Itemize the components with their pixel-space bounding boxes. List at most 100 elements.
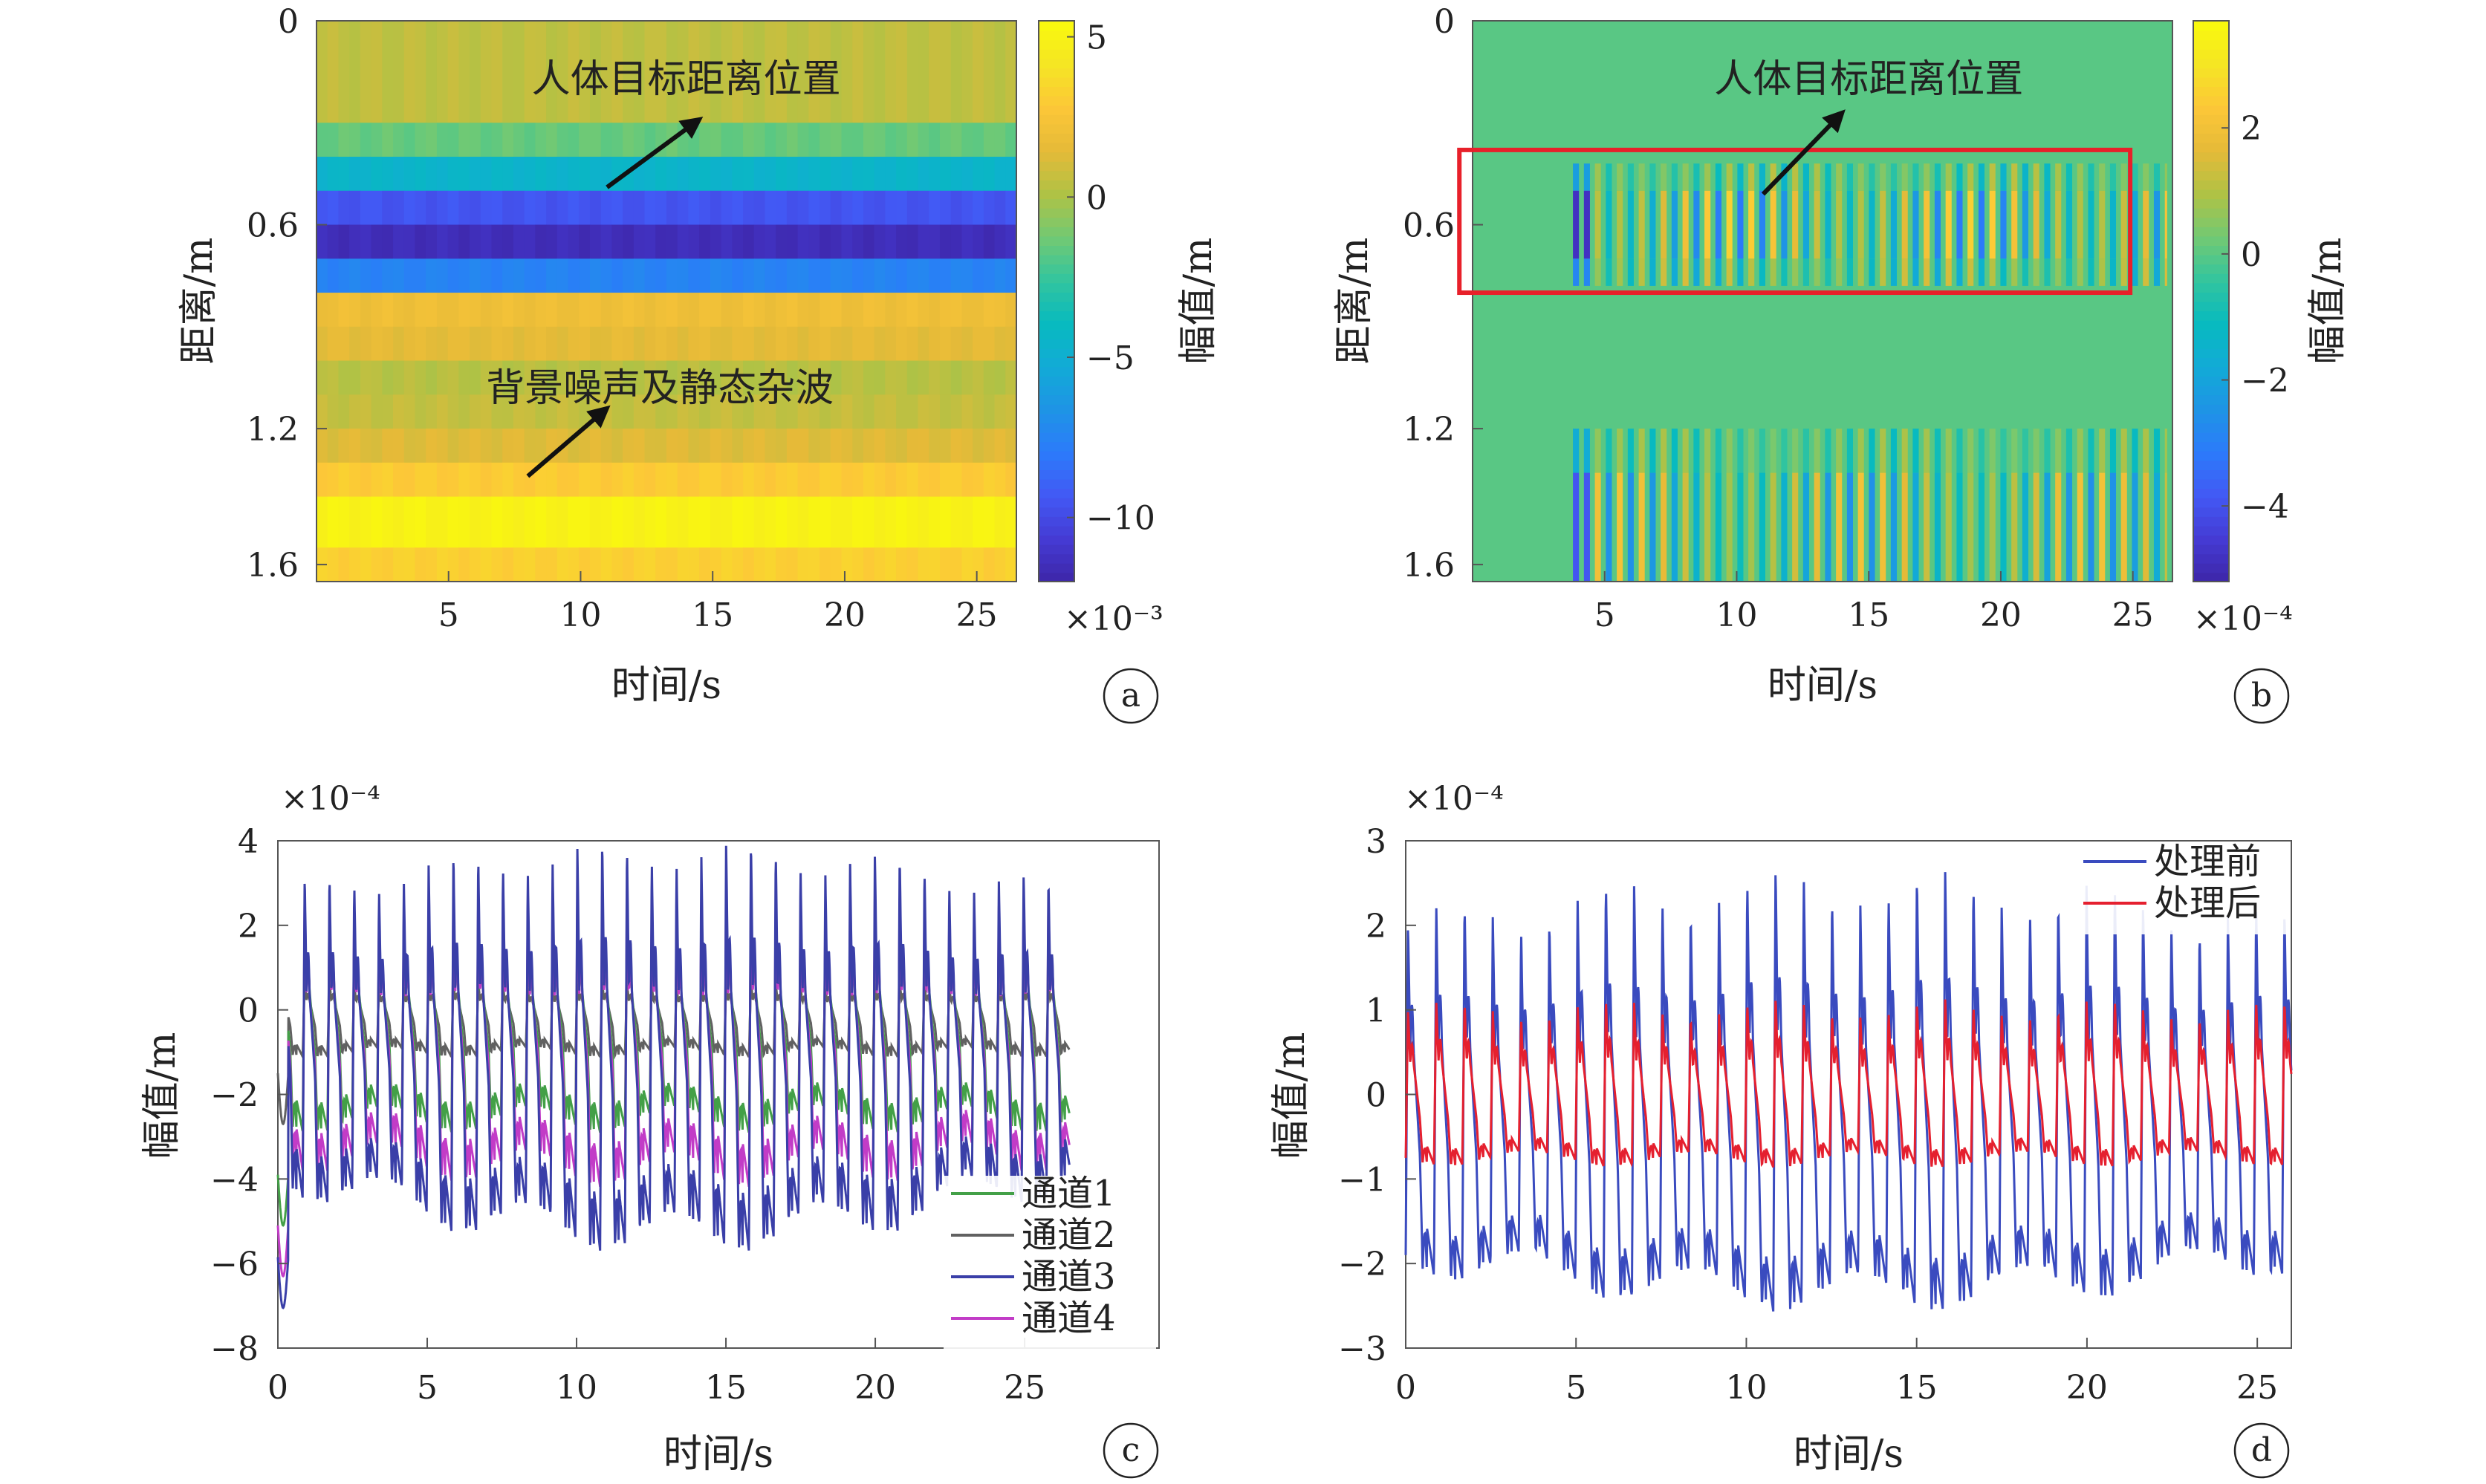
heatmap-cell: [382, 326, 394, 362]
heatmap-cell: [896, 21, 908, 123]
heatmap-cell: [491, 496, 503, 548]
x-tick-label: 10: [556, 1369, 597, 1407]
heatmap-stripe: [1638, 190, 1645, 259]
series-lines-c: [276, 845, 1071, 1309]
heatmap-cell: [644, 360, 656, 395]
heatmap-stripe: [1661, 190, 1667, 259]
heatmap-cell: [820, 429, 831, 463]
heatmap-cell: [1005, 123, 1017, 157]
heatmap-cell: [502, 21, 514, 123]
series-line: [1404, 999, 2293, 1168]
heatmap-cell: [426, 429, 438, 463]
colorbar-label-b: 幅值/m: [2305, 238, 2350, 365]
heatmap-cell: [885, 258, 897, 293]
heatmap-cell: [403, 157, 416, 192]
heatmap-cell: [666, 258, 678, 293]
heatmap-cell: [415, 224, 426, 259]
heatmap-stripe: [1880, 163, 1886, 191]
heatmap-cell: [830, 157, 843, 192]
heatmap-cell: [765, 258, 776, 293]
heatmap-cell: [874, 462, 886, 498]
heatmap-cell: [677, 190, 689, 226]
heatmap-stripe: [1638, 429, 1645, 473]
colorbar-swatch: [2193, 133, 2229, 143]
heatmap-cell: [994, 224, 1006, 259]
heatmap-cell: [611, 123, 623, 157]
heatmap-stripe: [1638, 472, 1645, 582]
heatmap-cell: [776, 258, 788, 293]
colorbar-swatch: [1039, 535, 1074, 545]
y-tick-label: 1.6: [247, 547, 299, 585]
heatmap-cell: [317, 462, 328, 498]
heatmap-stripe: [1671, 429, 1678, 473]
heatmap-cell: [623, 21, 635, 123]
heatmap-cell: [688, 360, 700, 395]
colorbar-swatch: [2193, 403, 2229, 414]
heatmap-cell: [623, 462, 635, 498]
heatmap-cell: [589, 326, 602, 362]
x-tick-label: 5: [1594, 596, 1615, 634]
heatmap-cell: [896, 429, 908, 463]
heatmap-cell: [973, 258, 984, 293]
heatmap-cell: [983, 293, 996, 328]
heatmap-cell: [535, 157, 547, 192]
y-tick-label: −1: [1338, 1161, 1386, 1199]
heatmap-cell: [906, 21, 919, 123]
heatmap-cell: [546, 547, 558, 582]
heatmap-cell: [688, 462, 700, 498]
heatmap-cell: [447, 394, 459, 429]
heatmap-cell: [721, 360, 733, 395]
heatmap-stripe: [1825, 258, 1831, 286]
heatmap-cell: [568, 394, 580, 429]
heatmap-cell: [480, 123, 493, 157]
annotation-text: 人体目标距离位置: [532, 57, 841, 102]
heatmap-cell: [874, 429, 886, 463]
heatmap-cell: [644, 429, 656, 463]
heatmap-cell: [786, 360, 799, 395]
heatmap-cell: [939, 462, 952, 498]
heatmap-cell: [961, 360, 973, 395]
heatmap-stripe: [2033, 190, 2039, 259]
heatmap-cell: [623, 224, 635, 259]
heatmap-cell: [502, 258, 514, 293]
heatmap-stripe: [1759, 472, 1765, 582]
heatmap-cell: [349, 547, 361, 582]
heatmap-cell: [906, 547, 919, 582]
heatmap-cell: [447, 190, 459, 226]
heatmap-cell: [327, 360, 340, 395]
heatmap-cell: [1005, 21, 1017, 123]
heatmap-cell: [535, 293, 547, 328]
heatmap-cell: [830, 21, 843, 123]
heatmap-cell: [568, 224, 580, 259]
heatmap-cell: [743, 258, 755, 293]
heatmap-cell: [950, 394, 963, 429]
heatmap-cell: [776, 547, 788, 582]
heatmap-cell: [732, 496, 744, 548]
heatmap-stripe: [1880, 258, 1886, 286]
heatmap-cell: [644, 123, 656, 157]
colorbar-swatch: [1039, 544, 1074, 555]
colorbar-swatch: [2193, 235, 2229, 246]
heatmap-cell: [327, 429, 340, 463]
heatmap-cell: [677, 429, 689, 463]
heatmap-stripe: [1594, 472, 1601, 582]
heatmap-stripe: [1869, 163, 1875, 191]
heatmap-cell: [721, 21, 733, 123]
colorbar-swatch: [2193, 460, 2229, 470]
heatmap-cell: [885, 326, 897, 362]
heatmap-cell: [929, 258, 941, 293]
heatmap-cell: [458, 496, 470, 548]
heatmap-cell: [666, 157, 678, 192]
heatmap-stripe: [1792, 163, 1799, 191]
heatmap-stripe: [1617, 190, 1623, 259]
heatmap-cell: [644, 293, 656, 328]
heatmap-cell: [600, 157, 613, 192]
heatmap-cell: [403, 360, 416, 395]
heatmap-cell: [688, 293, 700, 328]
heatmap-stripe: [1583, 472, 1590, 582]
heatmap-cell: [950, 326, 963, 362]
heatmap-cell: [491, 21, 503, 123]
y-tick-label: 1.2: [1403, 411, 1455, 449]
colorbar-swatch: [1039, 478, 1074, 489]
